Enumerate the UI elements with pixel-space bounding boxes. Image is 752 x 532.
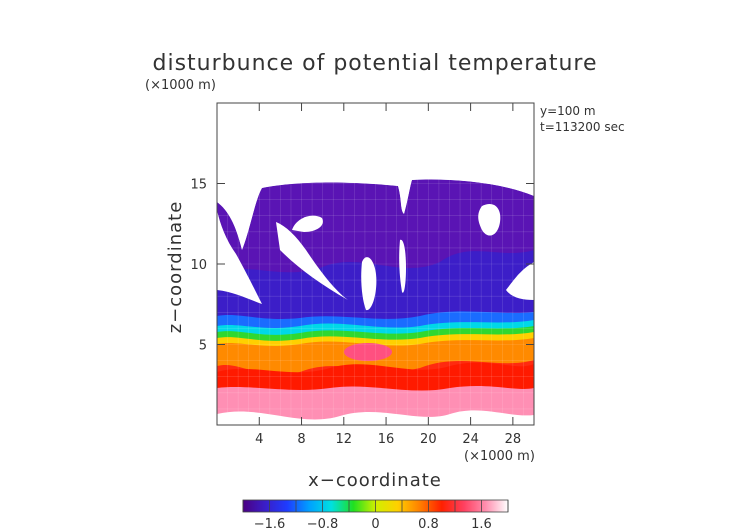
- hole: [217, 210, 262, 304]
- x-ticks: 4 8 12 16 20 24 28: [255, 103, 521, 447]
- colorbar: −1.6 −0.8 0 0.8 1.6: [242, 499, 509, 532]
- surface-layer-pink: [217, 386, 534, 420]
- y-tick-label: 10: [190, 258, 207, 273]
- x-unit-label: (×1000 m): [464, 449, 535, 464]
- hole: [506, 262, 534, 300]
- chart-title: disturbunce of potential temperature: [153, 51, 598, 76]
- colorbar-tick-label: −0.8: [307, 517, 339, 532]
- y-tick-label: 15: [190, 178, 207, 193]
- colorbar-tick-label: 1.6: [471, 517, 492, 532]
- colorbar-tick-label: −1.6: [254, 517, 286, 532]
- y-ticks: 5 10 15: [190, 178, 534, 354]
- hole: [478, 203, 501, 236]
- warm-blob: [344, 343, 392, 361]
- colorbar-tick-label: 0: [371, 517, 379, 532]
- x-tick-label: 24: [462, 432, 479, 447]
- y-axis-label: z−coordinate: [165, 201, 186, 334]
- y-unit-label: (×1000 m): [145, 78, 216, 93]
- x-axis-label: x−coordinate: [308, 470, 442, 491]
- hole: [276, 222, 348, 300]
- x-tick-label: 20: [420, 432, 437, 447]
- x-tick-label: 28: [505, 432, 522, 447]
- x-tick-label: 8: [297, 432, 305, 447]
- hole: [399, 239, 406, 293]
- x-tick-label: 4: [255, 432, 263, 447]
- annotation-line-1: y=100 m: [540, 104, 596, 118]
- y-tick-label: 5: [199, 339, 207, 354]
- grid-lines: [217, 103, 534, 425]
- x-tick-label: 16: [378, 432, 395, 447]
- hole: [292, 215, 323, 232]
- heatmap-plot: [217, 103, 534, 425]
- hole: [217, 103, 534, 250]
- colorbar-tick-label: 0.8: [418, 517, 439, 532]
- annotation-line-2: t=113200 sec: [540, 120, 625, 134]
- hole: [361, 257, 377, 311]
- x-tick-label: 12: [336, 432, 353, 447]
